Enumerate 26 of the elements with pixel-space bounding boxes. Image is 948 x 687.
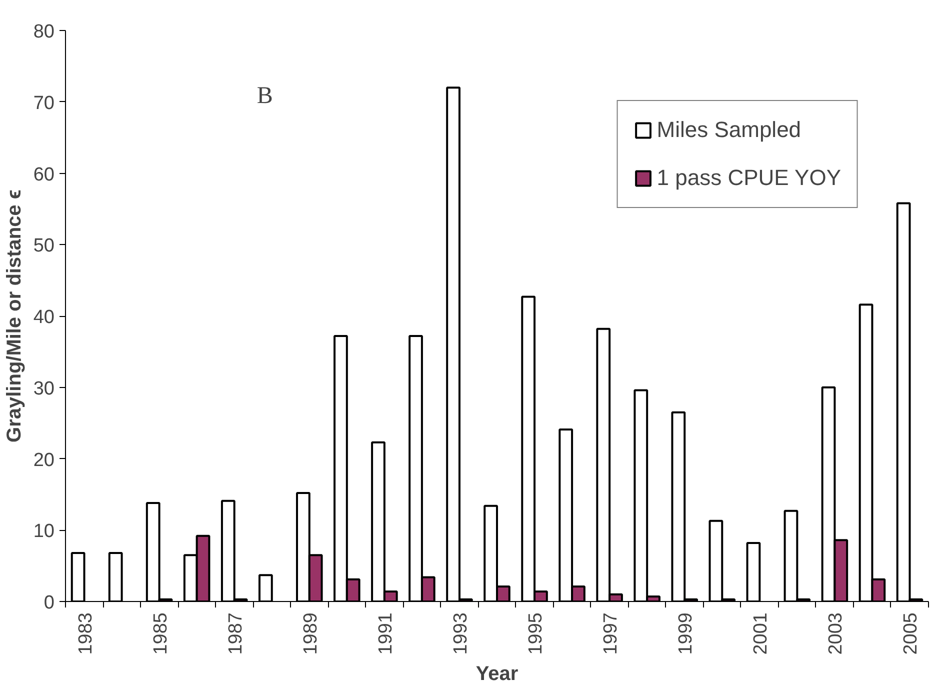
x-tick-label: 1991 <box>375 612 396 655</box>
x-tick-label: 2005 <box>900 612 922 655</box>
x-tick-label: 2001 <box>750 612 772 655</box>
x-tick-label: 1993 <box>450 612 472 655</box>
y-tick-label: 0 <box>44 592 55 614</box>
x-tick-label: 1983 <box>75 612 96 655</box>
x-tick-label: 1989 <box>300 612 322 655</box>
y-tick-label: 80 <box>33 22 55 42</box>
legend-label: Miles Sampled <box>656 117 802 143</box>
x-tick-label: 2003 <box>826 612 847 655</box>
x-axis-title: Year <box>476 662 518 685</box>
x-tick-label: 1987 <box>225 612 246 655</box>
y-axis-title: Grayling/Mile or distance ϵ <box>3 190 26 442</box>
y-tick-label: 10 <box>33 521 55 542</box>
y-tick-label: 40 <box>33 307 55 328</box>
y-tick-label: 20 <box>33 450 55 471</box>
y-tick-label: 60 <box>33 164 55 186</box>
x-tick-label: 1985 <box>150 612 172 655</box>
annotation: B <box>256 83 273 110</box>
y-tick-label: 50 <box>33 236 55 257</box>
y-tick-label: 30 <box>33 378 55 400</box>
x-tick-label: 1997 <box>600 612 622 655</box>
y-tick-label: 70 <box>33 92 55 114</box>
legend-label: 1 pass CPUE YOY <box>656 165 841 191</box>
x-tick-label: 1995 <box>526 612 547 655</box>
x-tick-label: 1999 <box>676 612 697 655</box>
